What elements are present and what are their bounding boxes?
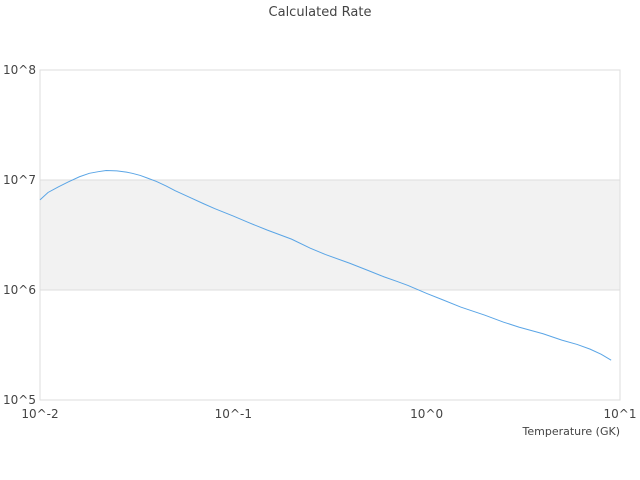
y-tick-label: 10^5	[3, 393, 36, 407]
series-line	[39, 169, 612, 361]
x-axis-ticks: 10^-2 10^-1 10^0 10^1	[21, 407, 636, 421]
x-axis-label: Temperature (GK)	[522, 425, 621, 438]
x-tick-label: 10^-2	[21, 407, 58, 421]
y-tick-label: 10^7	[3, 173, 36, 187]
y-axis-ticks: 10^5 10^6 10^7 10^8	[3, 63, 36, 407]
grid-bands	[40, 70, 620, 400]
grid-band	[40, 180, 620, 290]
x-tick-label: 10^1	[604, 407, 637, 421]
chart-title: Calculated Rate	[269, 5, 372, 20]
y-tick-label: 10^6	[3, 283, 36, 297]
series-group	[39, 169, 612, 361]
x-tick-label: 10^0	[410, 407, 443, 421]
grid-band	[40, 70, 620, 180]
plot-area-frame	[39, 69, 621, 401]
y-tick-label: 10^8	[3, 63, 36, 77]
x-tick-label: 10^-1	[215, 407, 252, 421]
grid-band	[40, 290, 620, 400]
